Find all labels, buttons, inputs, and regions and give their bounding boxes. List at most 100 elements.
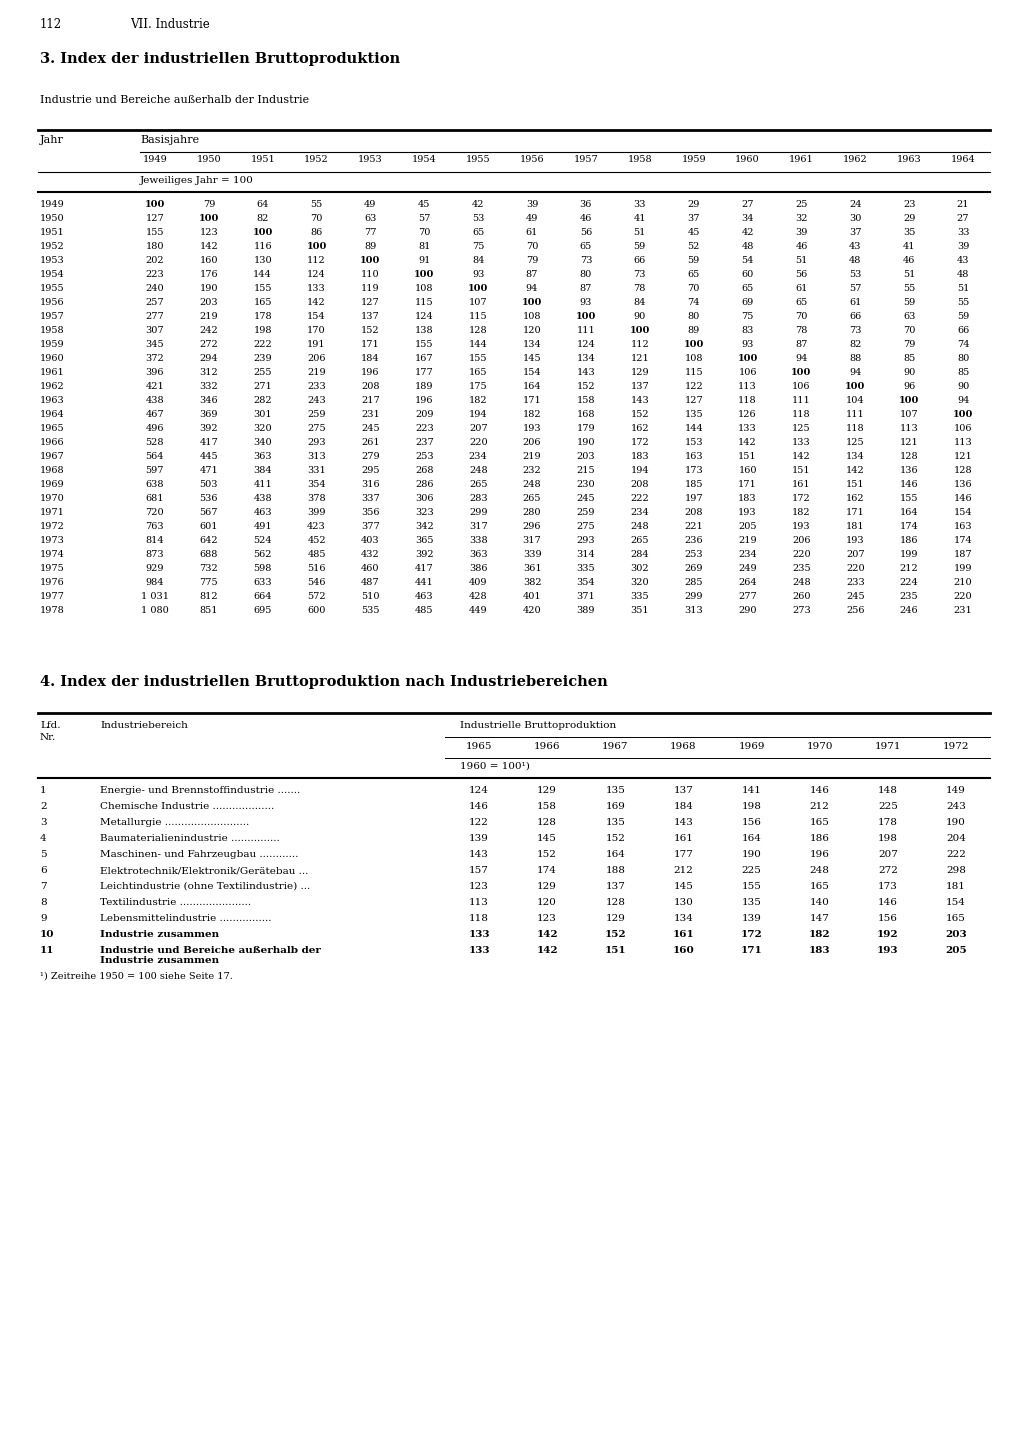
Text: 275: 275 (577, 523, 595, 531)
Text: 172: 172 (740, 931, 763, 939)
Text: 193: 193 (793, 523, 811, 531)
Text: 441: 441 (415, 579, 434, 587)
Text: 1953: 1953 (40, 256, 65, 266)
Text: 123: 123 (200, 228, 218, 237)
Text: 108: 108 (684, 355, 702, 363)
Text: 160: 160 (673, 946, 694, 955)
Text: 220: 220 (469, 438, 487, 447)
Text: 87: 87 (796, 340, 808, 349)
Text: 155: 155 (415, 340, 433, 349)
Text: 165: 165 (469, 368, 487, 378)
Text: 30: 30 (849, 214, 861, 223)
Text: 248: 248 (793, 579, 811, 587)
Text: 428: 428 (469, 592, 487, 602)
Text: 277: 277 (738, 592, 757, 602)
Text: 314: 314 (577, 550, 595, 559)
Text: 21: 21 (956, 200, 970, 210)
Text: 242: 242 (200, 326, 218, 335)
Text: 142: 142 (738, 438, 757, 447)
Text: 219: 219 (522, 452, 542, 461)
Text: 222: 222 (631, 494, 649, 503)
Text: 177: 177 (674, 850, 693, 859)
Text: 1970: 1970 (40, 494, 65, 503)
Text: 280: 280 (523, 508, 542, 517)
Text: 100: 100 (468, 284, 488, 293)
Text: 146: 146 (953, 494, 973, 503)
Text: 70: 70 (310, 214, 323, 223)
Text: 151: 151 (604, 946, 626, 955)
Text: 337: 337 (361, 494, 380, 503)
Text: 212: 212 (810, 801, 829, 811)
Text: 80: 80 (957, 355, 969, 363)
Text: 190: 190 (200, 284, 218, 293)
Text: 100: 100 (899, 396, 920, 405)
Text: 126: 126 (738, 411, 757, 419)
Text: 233: 233 (307, 382, 326, 391)
Text: 152: 152 (577, 382, 595, 391)
Text: 148: 148 (878, 785, 898, 796)
Text: 134: 134 (674, 913, 693, 923)
Text: 153: 153 (684, 438, 703, 447)
Text: 332: 332 (200, 382, 218, 391)
Text: 77: 77 (365, 228, 377, 237)
Text: 89: 89 (365, 243, 377, 251)
Text: 140: 140 (810, 898, 829, 908)
Text: 235: 235 (793, 564, 811, 573)
Text: 335: 335 (631, 592, 649, 602)
Text: 65: 65 (687, 270, 699, 279)
Text: 256: 256 (846, 606, 864, 615)
Text: 174: 174 (953, 536, 973, 546)
Text: 8: 8 (40, 898, 47, 908)
Text: 351: 351 (631, 606, 649, 615)
Text: 63: 63 (365, 214, 377, 223)
Text: 129: 129 (538, 785, 557, 796)
Text: 260: 260 (793, 592, 811, 602)
Text: 279: 279 (361, 452, 380, 461)
Text: Basisjahre: Basisjahre (140, 135, 199, 145)
Text: 100: 100 (199, 214, 219, 223)
Text: 108: 108 (415, 284, 433, 293)
Text: 403: 403 (361, 536, 380, 546)
Text: 121: 121 (631, 355, 649, 363)
Text: 240: 240 (145, 284, 164, 293)
Text: 421: 421 (145, 382, 164, 391)
Text: 681: 681 (145, 494, 164, 503)
Text: Industriebereich: Industriebereich (100, 721, 187, 729)
Text: 224: 224 (900, 579, 919, 587)
Text: 46: 46 (903, 256, 915, 266)
Text: 152: 152 (361, 326, 380, 335)
Text: 100: 100 (306, 243, 327, 251)
Text: 273: 273 (792, 606, 811, 615)
Text: 107: 107 (469, 299, 487, 307)
Text: 1949: 1949 (40, 200, 65, 210)
Text: 396: 396 (145, 368, 164, 378)
Text: 113: 113 (469, 898, 489, 908)
Text: 48: 48 (741, 243, 754, 251)
Text: 234: 234 (469, 452, 487, 461)
Text: 198: 198 (878, 834, 898, 843)
Text: Maschinen- und Fahrzeugbau ............: Maschinen- und Fahrzeugbau ............ (100, 850, 298, 859)
Text: 145: 145 (674, 882, 693, 890)
Text: 219: 219 (200, 312, 218, 322)
Text: 220: 220 (846, 564, 864, 573)
Text: 129: 129 (605, 913, 626, 923)
Text: 496: 496 (145, 424, 164, 434)
Text: 1961: 1961 (790, 155, 814, 164)
Text: 1950: 1950 (197, 155, 221, 164)
Text: 106: 106 (953, 424, 973, 434)
Text: 63: 63 (903, 312, 915, 322)
Text: 86: 86 (310, 228, 323, 237)
Text: 3: 3 (40, 819, 47, 827)
Text: 65: 65 (796, 299, 808, 307)
Text: 597: 597 (145, 467, 164, 475)
Text: 155: 155 (145, 228, 164, 237)
Text: 130: 130 (674, 898, 693, 908)
Text: 89: 89 (687, 326, 699, 335)
Text: 452: 452 (307, 536, 326, 546)
Text: 1978: 1978 (40, 606, 65, 615)
Text: 237: 237 (415, 438, 434, 447)
Text: 209: 209 (415, 411, 433, 419)
Text: 37: 37 (687, 214, 700, 223)
Text: 142: 142 (307, 299, 326, 307)
Text: 417: 417 (415, 564, 434, 573)
